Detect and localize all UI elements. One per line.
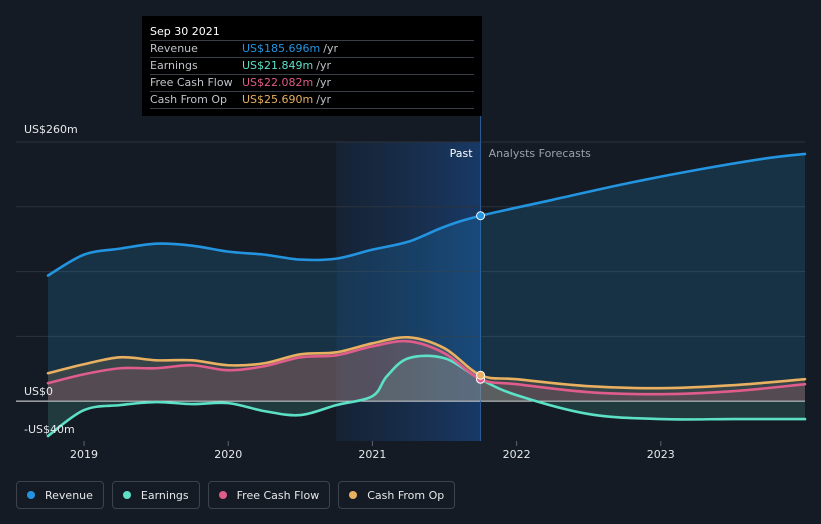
legend: Revenue Earnings Free Cash Flow Cash Fro…	[16, 481, 456, 509]
y-tick-label: US$260m	[24, 123, 78, 136]
tooltip-unit: /yr	[316, 76, 331, 89]
tooltip-row-revenue: Revenue US$185.696m /yr	[150, 41, 474, 58]
legend-dot-icon	[349, 491, 358, 499]
chart-background	[336, 142, 481, 441]
series-area-revenue	[48, 153, 805, 402]
legend-label: Free Cash Flow	[236, 488, 320, 502]
tooltip-unit: /yr	[316, 93, 331, 106]
tooltip-value: US$21.849m	[242, 59, 314, 72]
past-label: Past	[450, 147, 474, 160]
x-tick-label: 2022	[503, 448, 531, 461]
y-tick-label: US$0	[24, 385, 53, 398]
x-tick-label: 2020	[214, 448, 242, 461]
tooltip-value: US$22.082m	[242, 76, 314, 89]
legend-label: Cash From Op	[367, 488, 445, 502]
tooltip-unit: /yr	[323, 42, 338, 55]
x-tick-label: 2019	[70, 448, 98, 461]
tooltip-label: Revenue	[150, 42, 198, 55]
series-line-free-cash-flow	[46, 339, 807, 396]
legend-dot-icon	[27, 491, 35, 499]
tooltip-date: Sep 30 2021	[150, 24, 474, 41]
legend-item-revenue[interactable]: Revenue	[16, 481, 104, 509]
tooltip-unit: /yr	[316, 59, 331, 72]
tooltip-label: Earnings	[150, 59, 198, 72]
legend-item-free-cash-flow[interactable]: Free Cash Flow	[207, 481, 331, 509]
series-line-earnings	[46, 354, 807, 438]
legend-dot-icon	[218, 491, 227, 499]
tooltip: Sep 30 2021 Revenue US$185.696m /yr Earn…	[142, 16, 482, 116]
legend-label: Revenue	[45, 488, 93, 502]
tooltip-label: Cash From Op	[150, 93, 228, 106]
legend-item-earnings[interactable]: Earnings	[111, 481, 200, 509]
series-line-cash-from-op	[46, 335, 807, 390]
tooltip-value: US$25.690m	[242, 93, 314, 106]
axis-labels: US$260m US$0 -US$40m 2019 2020 2021 2022 2023 Pa…	[24, 123, 675, 461]
tooltip-value: US$185.696m	[242, 42, 321, 55]
x-tick-label: 2021	[358, 448, 386, 461]
series-area-cash-from-op	[48, 337, 805, 402]
tooltip-label: Free Cash Flow	[150, 76, 233, 89]
legend-label: Earnings	[140, 488, 189, 502]
tooltip-row-cash-from-op: Cash From Op US$25.690m /yr	[150, 92, 474, 109]
series-point-revenue	[476, 211, 486, 221]
x-tick-label: 2023	[647, 448, 675, 461]
y-tick-label: -US$40m	[24, 423, 75, 436]
series-line-revenue	[46, 152, 807, 277]
legend-dot-icon	[122, 491, 131, 499]
past-highlight-band	[336, 142, 481, 441]
forecast-label: Analysts Forecasts	[489, 147, 592, 160]
legend-item-cash-from-op[interactable]: Cash From Op	[338, 481, 456, 509]
tooltip-row-earnings: Earnings US$21.849m /yr	[150, 58, 474, 75]
series-point-cash-from-op	[476, 370, 486, 380]
series-lines	[46, 152, 807, 438]
tooltip-row-free-cash-flow: Free Cash Flow US$22.082m /yr	[150, 75, 474, 92]
series-area-free-cash-flow	[48, 341, 805, 402]
